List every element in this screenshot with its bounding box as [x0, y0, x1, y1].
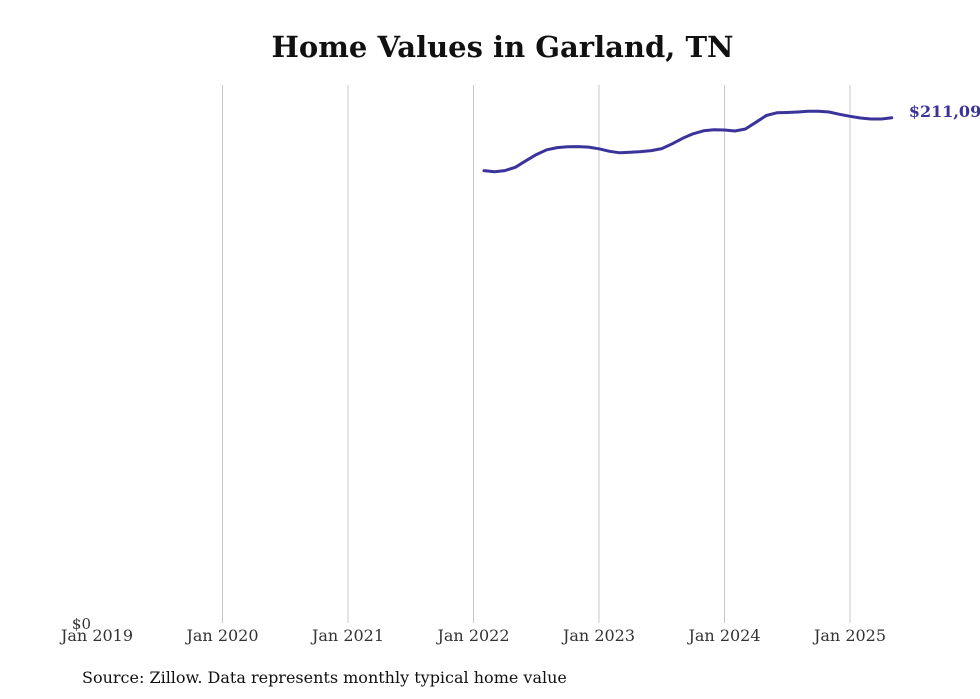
x-tick-label: Jan 2021 [310, 626, 384, 645]
chart-title: Home Values in Garland, TN [271, 30, 734, 64]
x-tick-label: Jan 2019 [59, 626, 133, 645]
x-tick-label: Jan 2020 [184, 626, 258, 645]
home-value-line [482, 109, 894, 174]
x-tick-label: Jan 2025 [812, 626, 886, 645]
x-tick-label: Jan 2023 [561, 626, 635, 645]
y-axis-ticks: $0 [72, 615, 91, 633]
x-tick-label: Jan 2024 [686, 626, 760, 645]
gridlines [222, 85, 851, 623]
x-tick-label: Jan 2022 [435, 626, 509, 645]
x-axis-ticks: Jan 2019 Jan 2020 Jan 2021 Jan 2022 Jan 2023… [59, 626, 886, 645]
source-note: Source: Zillow. Data represents monthly … [82, 668, 567, 687]
latest-value-label: $211,09 [909, 102, 980, 121]
y-tick-label: $0 [72, 615, 91, 633]
